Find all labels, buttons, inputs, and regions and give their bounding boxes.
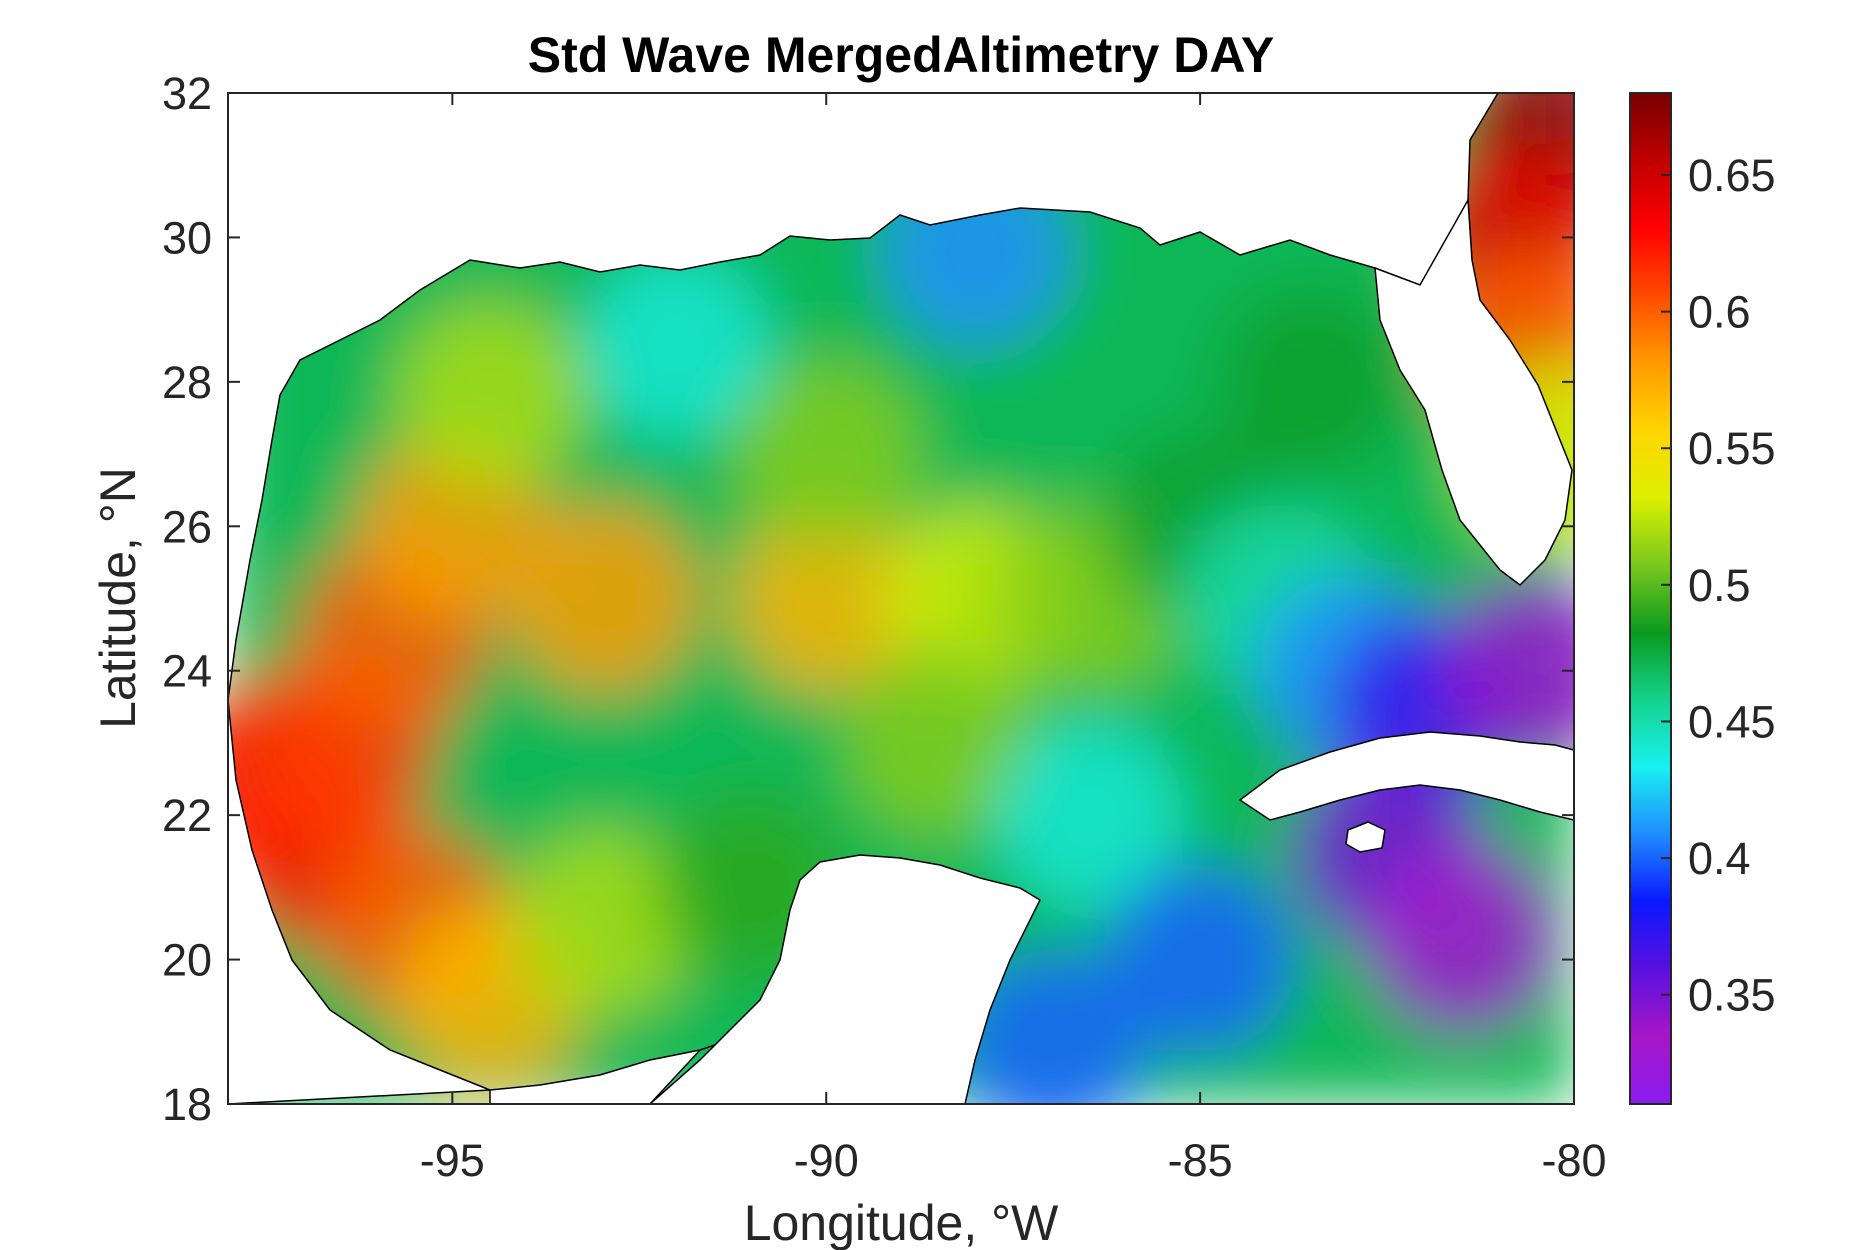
field-point-28 [1441,575,1574,766]
colorbar-gradient [1629,92,1672,1105]
field-point-19 [581,250,772,441]
x-axis-label: Longitude, °W [744,1195,1059,1250]
field-point-8 [731,503,922,694]
y-tick-label: 32 [162,68,212,119]
field-point-24 [955,951,1146,1104]
x-tick-label: -85 [1168,1135,1233,1186]
y-axis-label: Latitude, °N [90,467,146,729]
field-point-10 [506,828,697,1019]
y-tick-label: 20 [162,935,212,986]
colorbar-tick-label: 0.4 [1688,833,1751,884]
land-florida [1374,197,1573,586]
field-point-9 [394,301,585,492]
colorbar-tick-label: 0.55 [1688,423,1776,474]
y-tick-label: 28 [162,357,212,408]
field-point-6 [506,503,697,694]
y-axis: 18 20 22 24 26 28 30 32 [162,68,1574,1130]
land-isla-juventud [1345,821,1386,853]
field-point-13 [731,359,922,550]
colorbar-tick-label: 0.6 [1688,287,1751,338]
chart-title: Std Wave MergedAltimetry DAY [528,27,1274,83]
field-point-27 [1366,842,1557,1033]
y-tick-label: 30 [162,212,212,263]
field-point-20 [992,720,1183,911]
field-point-17 [1217,286,1408,477]
colorbar-tick-label: 0.65 [1688,150,1776,201]
y-tick-label: 24 [162,646,212,697]
x-tick-label: -90 [794,1135,859,1186]
field-point-23 [1105,864,1296,1055]
x-axis: -95 -90 -85 -80 [420,93,1607,1186]
plot-frame [227,92,1575,1105]
land-north-america [228,93,1499,701]
colorbar-tick-label: 0.45 [1688,696,1776,747]
land-cuba [1238,731,1574,821]
y-tick-label: 22 [162,790,212,841]
colorbar-tick-label: 0.35 [1688,970,1776,1021]
colorbar: 0.35 0.4 0.45 0.5 0.55 0.6 0.65 [1629,92,1776,1105]
field-point-14 [843,647,1034,838]
x-tick-label: -95 [420,1135,485,1186]
colorbar-tick-label: 0.5 [1688,560,1751,611]
y-tick-label: 18 [162,1079,212,1130]
land-yucatan [648,854,1041,1104]
land-masses [228,93,1574,1104]
x-tick-label: -80 [1541,1135,1606,1186]
y-tick-label: 26 [162,501,212,552]
